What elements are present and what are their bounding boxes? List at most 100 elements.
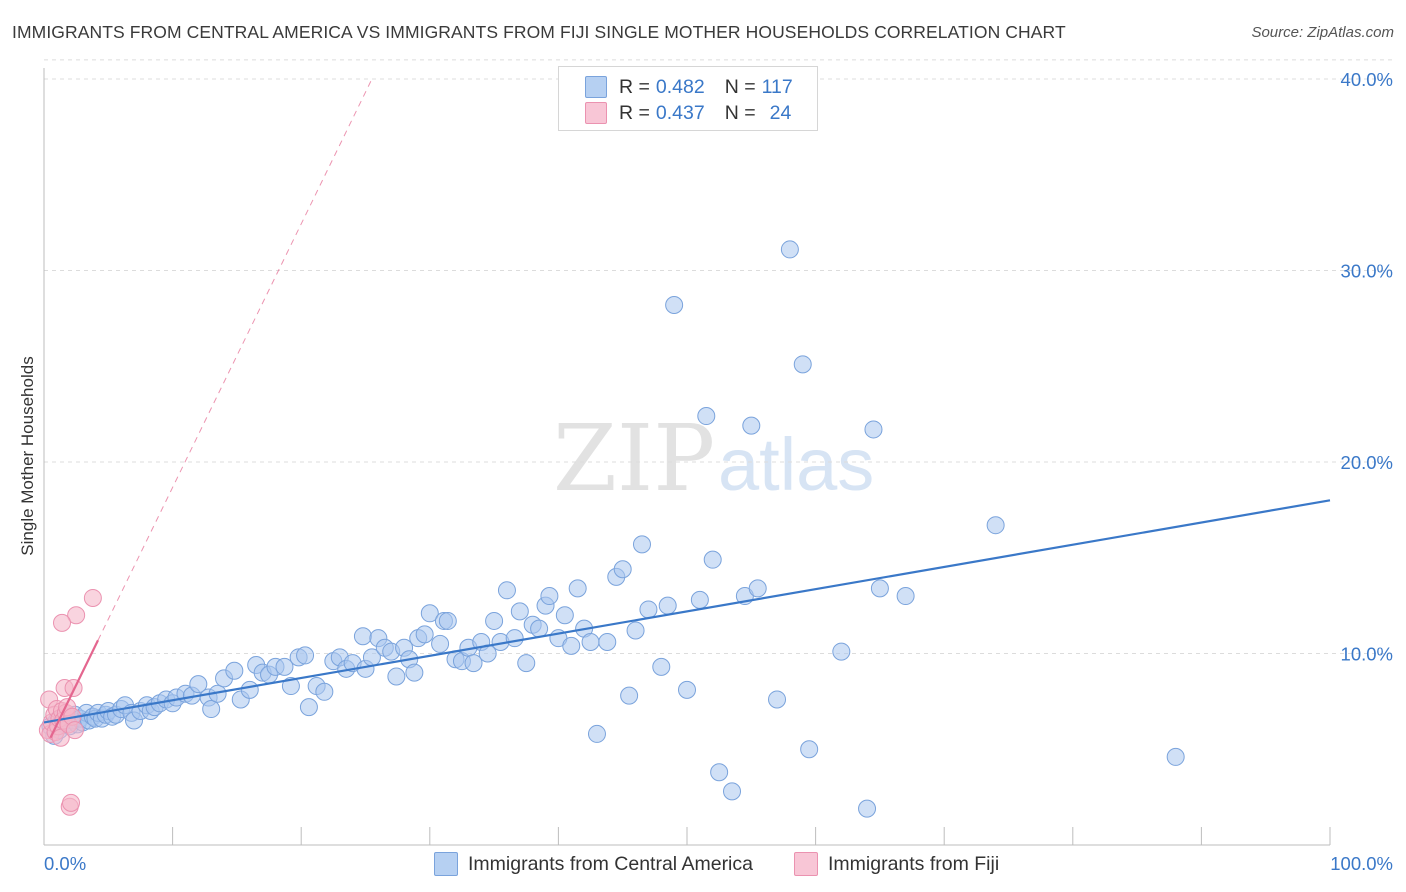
bottom-legend-label-fiji: Immigrants from Fiji	[828, 852, 1000, 875]
point-fiji	[51, 728, 70, 747]
point-central-america	[405, 663, 424, 682]
legend-n-label: N =	[724, 101, 756, 124]
legend-r-value: 0.437	[655, 101, 705, 124]
legend-n-value: 24	[769, 101, 792, 124]
bottom-legend-central-america: Immigrants from Central America	[434, 851, 753, 877]
y-tick-label: 30.0%	[1341, 261, 1393, 282]
point-central-america	[697, 407, 716, 426]
point-central-america	[420, 604, 439, 623]
point-central-america	[800, 740, 819, 759]
point-fiji	[67, 606, 86, 625]
point-central-america	[281, 677, 300, 696]
point-central-america	[299, 698, 318, 717]
trendline-fiji	[49, 639, 100, 739]
point-central-america	[415, 625, 434, 644]
axes	[43, 68, 1331, 846]
series-fiji	[38, 588, 102, 816]
point-central-america	[202, 700, 221, 719]
point-fiji	[53, 613, 72, 632]
point-central-america	[555, 606, 574, 625]
x-tick-label-min: 0.0%	[44, 853, 86, 874]
point-fiji	[62, 793, 81, 812]
trendline-fiji-extension	[97, 78, 373, 641]
point-central-america	[678, 680, 696, 699]
point-central-america	[587, 724, 606, 743]
source-label: Source: ZipAtlas.com	[1251, 24, 1394, 41]
point-central-america	[780, 240, 799, 259]
point-central-america	[896, 587, 915, 606]
point-central-america	[438, 611, 457, 630]
point-central-america	[768, 690, 787, 709]
point-fiji	[83, 588, 102, 607]
y-tick-label: 20.0%	[1341, 452, 1393, 473]
point-central-america	[864, 420, 883, 439]
point-central-america	[620, 686, 639, 705]
point-central-america	[703, 550, 722, 569]
point-central-america	[581, 633, 600, 652]
bottom-legend-label-central-america: Immigrants from Central America	[468, 852, 753, 875]
point-central-america	[464, 654, 483, 673]
point-central-america	[626, 621, 645, 640]
x-tick-label-max: 100.0%	[1330, 853, 1393, 874]
legend-row-central-america: R = 0.482 N = 117	[585, 75, 793, 99]
legend-swatch-blue	[585, 76, 607, 98]
point-central-america	[639, 600, 658, 619]
legend-n-value: 117	[761, 75, 793, 98]
point-central-america	[690, 590, 709, 609]
point-central-america	[858, 799, 877, 818]
point-central-america	[652, 657, 671, 676]
tick-labels: 10.0% 20.0% 30.0% 40.0% 0.0% 100.0%	[44, 69, 1393, 874]
point-central-america	[240, 680, 259, 699]
point-fiji	[65, 721, 84, 740]
point-central-america	[665, 295, 684, 314]
point-central-america	[387, 667, 406, 686]
point-central-america	[189, 675, 208, 694]
point-central-america	[568, 579, 587, 598]
legend-r-label: R =	[619, 101, 650, 124]
point-central-america	[485, 611, 504, 630]
legend-row-fiji: R = 0.437 N = 24	[585, 101, 791, 125]
point-central-america	[431, 634, 450, 653]
bottom-legend-swatch-blue	[434, 852, 458, 876]
watermark: ZIP atlas	[553, 405, 874, 512]
point-central-america	[315, 682, 334, 701]
trendline-central-america	[43, 499, 1331, 724]
point-central-america	[225, 661, 244, 680]
legend-n-label: N =	[724, 75, 756, 98]
point-central-america	[870, 579, 889, 598]
point-central-america	[632, 535, 651, 554]
watermark-atlas: atlas	[718, 423, 874, 506]
series-central-america	[41, 240, 1185, 818]
legend-swatch-pink	[585, 102, 607, 124]
point-central-america	[517, 654, 536, 673]
y-tick-label: 40.0%	[1341, 69, 1393, 90]
point-central-america	[793, 355, 812, 374]
y-axis-label: Single Mother Households	[18, 356, 37, 556]
point-central-america	[598, 633, 617, 652]
legend-r-value: 0.482	[655, 75, 705, 98]
point-central-america	[353, 627, 372, 646]
chart-title: IMMIGRANTS FROM CENTRAL AMERICA VS IMMIG…	[12, 22, 1066, 42]
point-central-america	[530, 619, 549, 638]
point-central-america	[497, 581, 516, 600]
trend-lines	[43, 78, 1331, 739]
point-central-america	[986, 516, 1005, 535]
point-central-america	[742, 416, 761, 435]
point-central-america	[562, 636, 581, 655]
bottom-legend-swatch-pink	[794, 852, 818, 876]
point-central-america	[505, 629, 524, 648]
y-tick-label: 10.0%	[1341, 644, 1393, 665]
point-central-america	[658, 596, 677, 615]
watermark-zip: ZIP	[553, 405, 715, 512]
point-central-america	[296, 646, 315, 665]
point-central-america	[1166, 747, 1185, 766]
stats-legend: R = 0.482 N = 117 R = 0.437 N = 24	[558, 66, 818, 131]
legend-r-label: R =	[619, 75, 650, 98]
point-central-america	[723, 782, 742, 801]
point-central-america	[613, 560, 632, 579]
point-central-america	[748, 579, 767, 598]
point-central-america	[510, 602, 529, 621]
point-central-america	[540, 587, 559, 606]
point-central-america	[710, 763, 729, 782]
